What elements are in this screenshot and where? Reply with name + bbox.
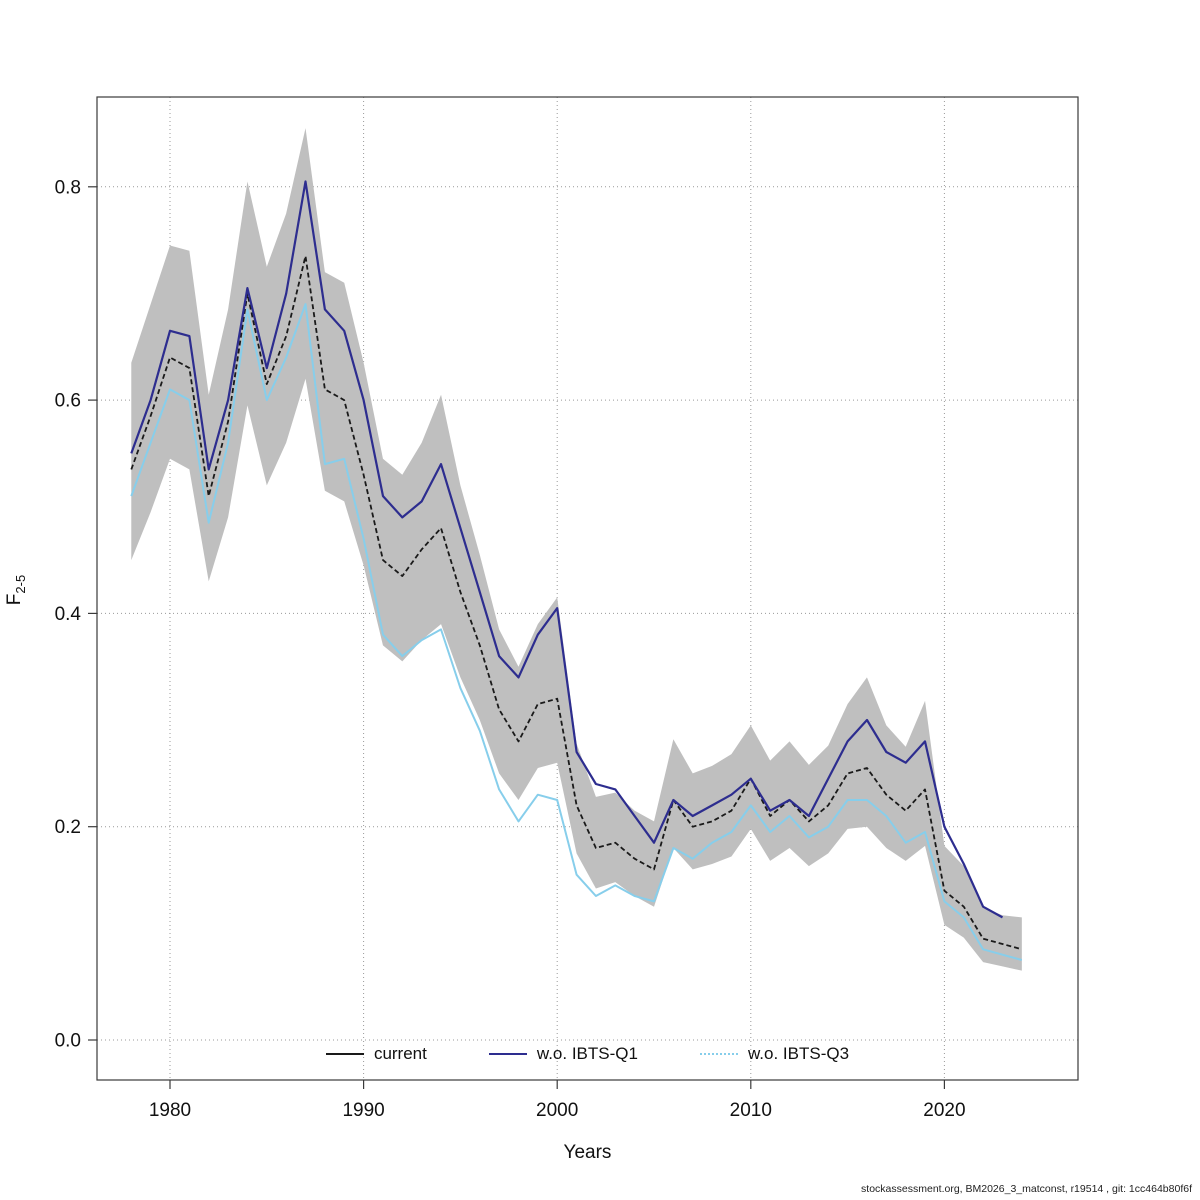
y-axis-label-main: F: [4, 593, 26, 606]
x-tick-label: 2010: [730, 1100, 772, 1121]
legend-item-current: current: [325, 1044, 427, 1064]
x-tick-label: 1990: [342, 1100, 384, 1121]
y-axis-label-sub: 2-5: [12, 574, 28, 594]
legend-item-wo-ibts-q3: w.o. IBTS-Q3: [699, 1044, 850, 1064]
legend-line-current: [325, 1052, 364, 1056]
y-axis-label: F2-5: [4, 575, 28, 605]
legend-label-wo-ibts-q1: w.o. IBTS-Q1: [536, 1044, 638, 1063]
y-tick-label: 0.2: [55, 817, 81, 838]
legend-line-wo-ibts-q1: [488, 1052, 527, 1056]
x-tick-label: 1980: [149, 1100, 191, 1121]
series-line-wo-ibts-q3: [130, 303, 1023, 961]
legend-label-current: current: [373, 1044, 427, 1063]
y-tick-label: 0.8: [55, 177, 81, 198]
legend-item-wo-ibts-q1: w.o. IBTS-Q1: [488, 1044, 638, 1064]
plot-border: [96, 96, 1079, 1081]
x-axis-label: Years: [563, 1142, 612, 1163]
y-tick-label: 0.6: [55, 391, 81, 412]
x-tick-label: 2000: [536, 1100, 578, 1121]
y-tick-label: 0.4: [55, 604, 82, 625]
legend: current w.o. IBTS-Q1 w.o. IBTS-Q3: [97, 1040, 1078, 1068]
legend-label-wo-ibts-q3: w.o. IBTS-Q3: [747, 1044, 850, 1063]
series-line-wo-ibts-q1: [130, 180, 1004, 919]
footer-text: stockassessment.org, BM2026_3_matconst, …: [861, 1183, 1192, 1195]
series-line-current: [130, 255, 1023, 951]
legend-line-wo-ibts-q3: [699, 1053, 738, 1055]
y-tick-label: 0.0: [55, 1031, 81, 1052]
x-tick-label: 2020: [923, 1100, 965, 1121]
confidence-band: [131, 128, 1022, 971]
